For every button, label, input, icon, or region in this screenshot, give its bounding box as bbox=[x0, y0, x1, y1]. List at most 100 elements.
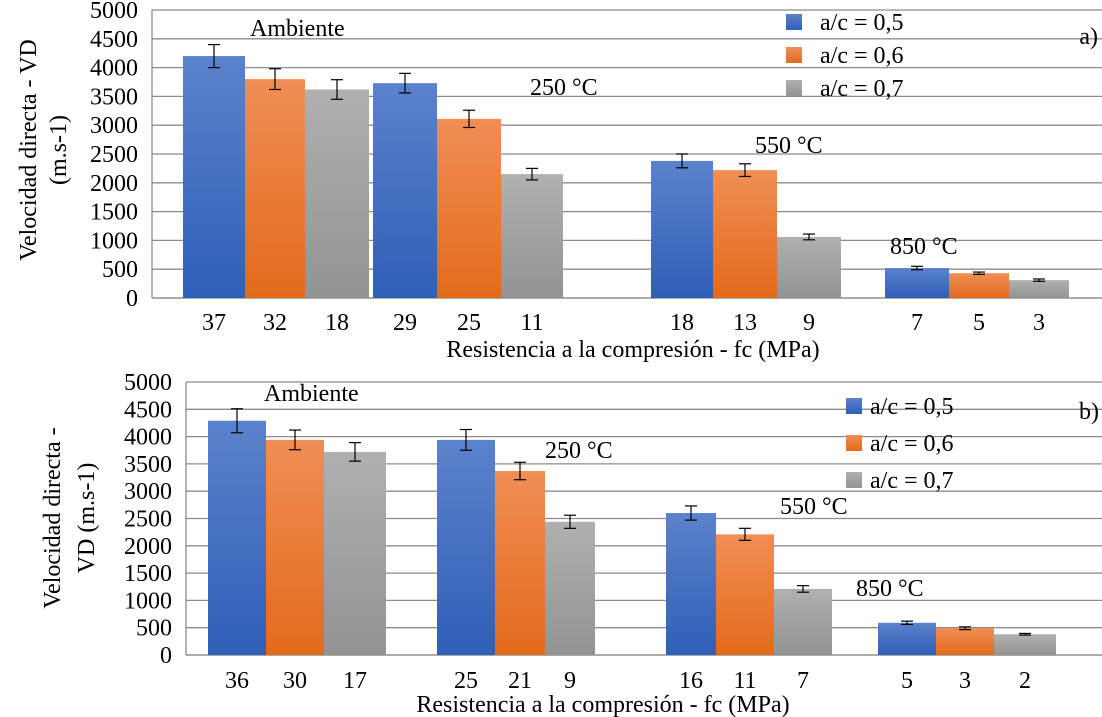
x-tick-label: 30 bbox=[283, 668, 307, 694]
x-tick-label: 18 bbox=[325, 310, 349, 336]
x-axis-title: Resistencia a la compresión - fc (MPa) bbox=[446, 337, 819, 363]
x-tick-label: 11 bbox=[733, 668, 756, 694]
y-axis-title: (m.s-1) bbox=[46, 115, 72, 185]
x-tick-label: 36 bbox=[225, 668, 249, 694]
group-annotation: Ambiente bbox=[250, 16, 345, 42]
x-tick-label: 32 bbox=[263, 310, 287, 336]
bar bbox=[1009, 280, 1069, 298]
y-tick-label: 3500 bbox=[124, 452, 172, 478]
y-tick-label: 2000 bbox=[90, 171, 138, 197]
x-tick-label: 29 bbox=[393, 310, 417, 336]
y-tick-label: 4500 bbox=[124, 397, 172, 423]
y-tick-label: 2500 bbox=[124, 507, 172, 533]
y-tick-label: 500 bbox=[136, 616, 172, 642]
y-tick-label: 3000 bbox=[124, 479, 172, 505]
x-tick-label: 21 bbox=[508, 668, 532, 694]
y-axis-title: Velocidad directa - bbox=[40, 427, 66, 608]
x-tick-label: 37 bbox=[202, 310, 226, 336]
bar bbox=[437, 118, 501, 298]
bar bbox=[183, 56, 245, 298]
legend-swatch bbox=[786, 14, 802, 30]
group-annotation: 550 °C bbox=[780, 494, 848, 520]
y-tick-label: 0 bbox=[160, 643, 172, 669]
bar bbox=[994, 634, 1056, 655]
legend-swatch bbox=[786, 47, 802, 63]
group-annotation: 250 °C bbox=[530, 75, 598, 101]
legend-swatch bbox=[846, 472, 862, 488]
bar bbox=[651, 160, 713, 298]
x-tick-label: 5 bbox=[973, 310, 985, 336]
chart-panel-a: 0500100015002000250030003500400045005000… bbox=[16, 0, 1102, 363]
bar bbox=[208, 420, 266, 655]
bar bbox=[777, 236, 841, 298]
x-tick-label: 9 bbox=[564, 668, 576, 694]
bar bbox=[716, 534, 774, 655]
x-axis-title: Resistencia a la compresión - fc (MPa) bbox=[416, 692, 789, 717]
y-tick-label: 1500 bbox=[90, 200, 138, 226]
x-tick-label: 5 bbox=[901, 668, 913, 694]
y-tick-label: 1000 bbox=[124, 588, 172, 614]
y-tick-label: 2000 bbox=[124, 534, 172, 560]
legend: a/c = 0,5 a/c = 0,6 a/c = 0,7 bbox=[786, 10, 904, 102]
x-tick-label: 2 bbox=[1019, 668, 1031, 694]
x-tick-label: 7 bbox=[797, 668, 809, 694]
bar bbox=[501, 174, 563, 298]
x-tick-label: 16 bbox=[679, 668, 703, 694]
legend-swatch bbox=[786, 80, 802, 96]
y-tick-label: 4500 bbox=[90, 27, 138, 53]
panel-label: a) bbox=[1079, 24, 1098, 50]
legend-swatch bbox=[846, 398, 862, 414]
bar bbox=[878, 622, 936, 655]
legend-label: a/c = 0,7 bbox=[820, 76, 904, 102]
x-tick-label: 25 bbox=[454, 668, 478, 694]
bar bbox=[305, 89, 369, 298]
y-tick-label: 3000 bbox=[90, 113, 138, 139]
y-tick-label: 3500 bbox=[90, 84, 138, 110]
x-tick-label: 3 bbox=[959, 668, 971, 694]
bar bbox=[495, 470, 545, 655]
legend-label: a/c = 0,5 bbox=[820, 10, 904, 36]
bar bbox=[245, 79, 305, 299]
x-tick-label: 7 bbox=[911, 310, 923, 336]
x-tick-label: 3 bbox=[1033, 310, 1045, 336]
bar bbox=[545, 521, 595, 655]
bar bbox=[885, 268, 949, 298]
y-tick-label: 500 bbox=[102, 257, 138, 283]
group-annotation: 550 °C bbox=[755, 133, 823, 159]
x-tick-label: 25 bbox=[457, 310, 481, 336]
group-annotation: Ambiente bbox=[264, 381, 359, 407]
x-tick-label: 17 bbox=[343, 668, 367, 694]
x-tick-label: 9 bbox=[803, 310, 815, 336]
panel-label: b) bbox=[1079, 399, 1099, 425]
y-tick-label: 1000 bbox=[90, 228, 138, 254]
legend-label: a/c = 0,7 bbox=[870, 468, 954, 494]
group-annotation: 850 °C bbox=[856, 576, 924, 602]
bar bbox=[713, 170, 777, 298]
bar bbox=[774, 588, 832, 655]
x-tick-label: 18 bbox=[670, 310, 694, 336]
y-tick-label: 5000 bbox=[90, 0, 138, 24]
group-annotation: 850 °C bbox=[890, 234, 958, 260]
y-tick-label: 2500 bbox=[90, 142, 138, 168]
bar bbox=[373, 83, 437, 298]
bar bbox=[266, 439, 324, 655]
legend-label: a/c = 0,6 bbox=[820, 43, 904, 69]
legend: a/c = 0,5 a/c = 0,6 a/c = 0,7 bbox=[846, 394, 954, 494]
chart-panel-b: 0500100015002000250030003500400045005000… bbox=[40, 370, 1102, 717]
bar bbox=[666, 513, 716, 655]
group-annotation: 250 °C bbox=[545, 438, 613, 464]
bar bbox=[437, 439, 495, 655]
legend-label: a/c = 0,5 bbox=[870, 394, 954, 420]
bar bbox=[949, 273, 1009, 298]
y-tick-label: 5000 bbox=[124, 370, 172, 396]
y-tick-label: 4000 bbox=[124, 425, 172, 451]
y-axis-title: Velocidad directa - VD bbox=[16, 39, 42, 260]
y-tick-label: 4000 bbox=[90, 56, 138, 82]
y-tick-label: 0 bbox=[126, 286, 138, 312]
x-tick-label: 11 bbox=[520, 310, 543, 336]
y-tick-label: 1500 bbox=[124, 561, 172, 587]
x-tick-label: 13 bbox=[733, 310, 757, 336]
legend-label: a/c = 0,6 bbox=[870, 431, 954, 457]
bar bbox=[324, 451, 386, 655]
